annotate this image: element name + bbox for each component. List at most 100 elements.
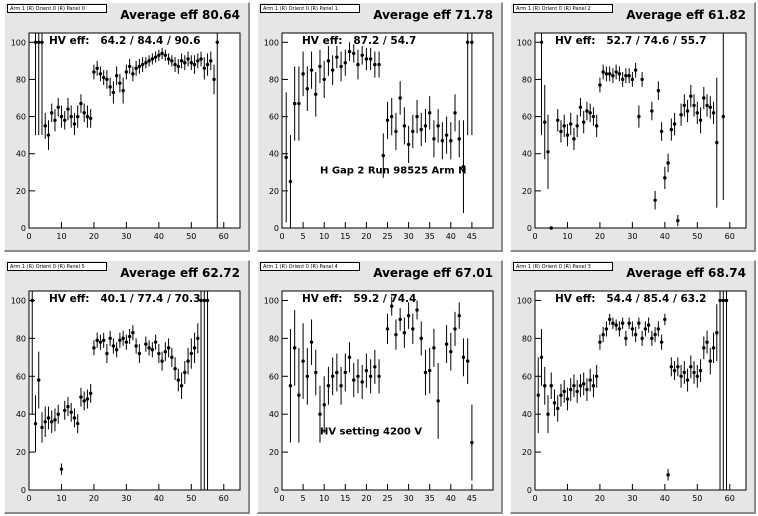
data-point — [352, 378, 356, 382]
y-tick-label: 60 — [269, 113, 279, 122]
x-tick-label: 30 — [627, 494, 637, 503]
data-point — [196, 59, 200, 63]
x-tick-label: 20 — [361, 494, 371, 503]
x-tick-label: 10 — [319, 232, 329, 241]
data-point — [166, 346, 171, 350]
data-point — [66, 404, 70, 409]
data-point — [656, 88, 661, 93]
x-tick-label: 50 — [186, 494, 196, 503]
data-point — [562, 124, 566, 128]
data-point — [153, 55, 158, 59]
data-point — [46, 133, 51, 137]
data-point — [305, 87, 310, 91]
data-point — [373, 62, 377, 67]
data-point — [390, 304, 394, 308]
data-point — [689, 94, 693, 98]
data-point — [92, 346, 96, 350]
data-point — [199, 57, 203, 61]
data-point — [624, 336, 628, 341]
pad-title: Arm 1 (R) Orient 0 (R) Panel 4 — [260, 262, 360, 271]
data-point — [428, 368, 432, 373]
data-point — [140, 62, 145, 67]
data-point — [131, 330, 135, 335]
data-point — [95, 338, 99, 342]
data-point — [144, 342, 148, 346]
pad-title: Arm 1 (R) Orient 0 (R) Panel 0 — [7, 4, 107, 13]
data-point — [137, 351, 142, 356]
y-tick-label: 20 — [269, 448, 279, 457]
data-point — [205, 62, 210, 67]
data-point — [705, 103, 709, 108]
data-point — [381, 153, 385, 158]
data-point — [335, 370, 339, 375]
data-point — [43, 124, 47, 128]
data-point — [330, 374, 335, 378]
data-point — [305, 374, 310, 378]
data-point — [85, 397, 90, 401]
y-tick-label: 100 — [11, 296, 26, 305]
data-point — [30, 298, 34, 303]
data-point — [176, 378, 181, 382]
data-point — [585, 109, 589, 113]
plot-frame — [534, 32, 747, 229]
y-tick-label: 20 — [16, 187, 26, 196]
x-tick-label: 5 — [301, 494, 306, 503]
data-point — [614, 70, 618, 74]
data-point — [79, 395, 83, 399]
data-point — [666, 473, 670, 477]
data-point — [685, 378, 690, 382]
y-tick-label: 80 — [269, 334, 279, 343]
data-point — [101, 338, 106, 342]
data-point — [343, 61, 347, 65]
x-tick-label: 20 — [89, 232, 99, 241]
data-point — [689, 365, 693, 369]
y-tick-label: 60 — [522, 372, 532, 381]
data-point — [309, 340, 314, 344]
pad-panel-0: 0 10 20 30 40 50 60 0 20 40 60 80 100 HV eff: 64.2 / … — [4, 2, 250, 252]
data-point — [56, 412, 60, 416]
data-point — [105, 77, 109, 82]
data-point — [672, 122, 677, 126]
data-point — [436, 124, 440, 128]
chart-svg: 0 10 20 30 40 50 60 0 20 40 60 80 100 HV eff: 54.4 / … — [517, 290, 747, 503]
data-point — [40, 425, 44, 430]
data-point — [598, 340, 602, 344]
data-point — [650, 336, 654, 341]
data-point — [432, 137, 436, 141]
data-point — [173, 367, 177, 371]
data-point — [591, 384, 596, 388]
data-point — [356, 62, 360, 67]
data-point — [202, 298, 206, 303]
data-point — [192, 62, 197, 67]
data-point — [196, 336, 200, 341]
data-point — [711, 346, 716, 350]
x-tick-label: 40 — [154, 494, 164, 503]
y-tick-label: 40 — [522, 410, 532, 419]
data-point — [189, 61, 194, 65]
y-tick-label: 60 — [16, 113, 26, 122]
hv-eff-label: HV eff: 52.7 / 74.6 / 55.7 — [555, 35, 706, 47]
data-point — [672, 368, 677, 373]
data-point — [309, 68, 314, 72]
y-tick-label: 100 — [264, 38, 279, 47]
data-point — [95, 66, 99, 70]
data-point — [368, 57, 373, 61]
pad-title: Arm 1 (R) Orient 0 (R) Panel 3 — [513, 262, 613, 271]
x-tick-label: 10 — [56, 232, 66, 241]
data-point — [588, 378, 592, 382]
data-point — [66, 107, 70, 111]
y-tick-label: 40 — [16, 410, 26, 419]
x-tick-label: 60 — [725, 494, 735, 503]
data-point — [183, 61, 187, 65]
data-point — [75, 421, 80, 426]
data-point — [147, 59, 151, 63]
data-point — [406, 142, 411, 147]
data-point — [539, 355, 544, 360]
data-point — [150, 348, 155, 352]
data-point — [114, 74, 119, 78]
data-point — [630, 327, 635, 331]
x-tick-label: 40 — [446, 494, 456, 503]
data-point — [581, 120, 586, 124]
data-point — [189, 351, 194, 356]
